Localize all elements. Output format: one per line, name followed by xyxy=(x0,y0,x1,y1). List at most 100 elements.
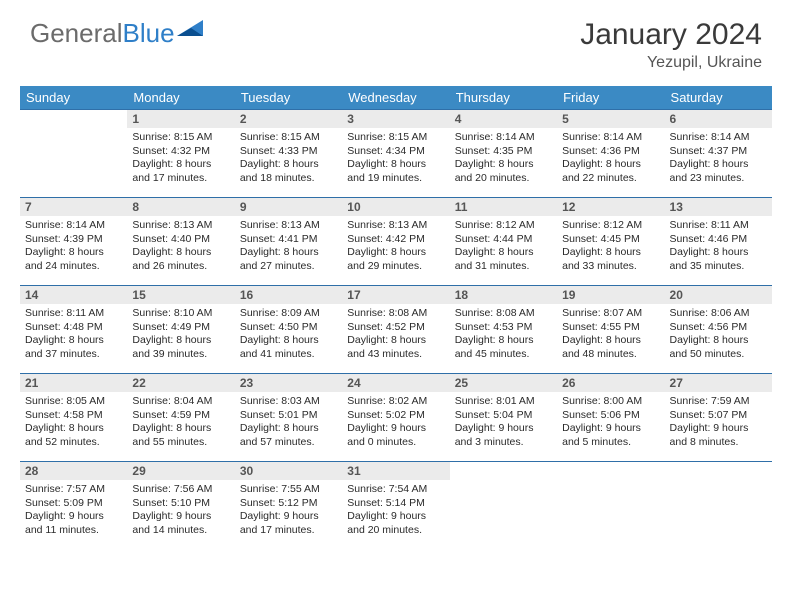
calendar-cell: 18Sunrise: 8:08 AMSunset: 4:53 PMDayligh… xyxy=(450,286,557,374)
day-details: Sunrise: 7:54 AMSunset: 5:14 PMDaylight:… xyxy=(342,480,449,542)
calendar-row: ..1Sunrise: 8:15 AMSunset: 4:32 PMDaylig… xyxy=(20,110,772,198)
calendar-cell: 27Sunrise: 7:59 AMSunset: 5:07 PMDayligh… xyxy=(665,374,772,462)
calendar-cell: 31Sunrise: 7:54 AMSunset: 5:14 PMDayligh… xyxy=(342,462,449,550)
day-details: Sunrise: 8:11 AMSunset: 4:48 PMDaylight:… xyxy=(20,304,127,366)
weekday-header: Thursday xyxy=(450,86,557,110)
day-details: Sunrise: 8:00 AMSunset: 5:06 PMDaylight:… xyxy=(557,392,664,454)
day-details: Sunrise: 8:13 AMSunset: 4:41 PMDaylight:… xyxy=(235,216,342,278)
day-number: 12 xyxy=(557,198,664,216)
day-number: 19 xyxy=(557,286,664,304)
weekday-header: Friday xyxy=(557,86,664,110)
day-details: Sunrise: 8:10 AMSunset: 4:49 PMDaylight:… xyxy=(127,304,234,366)
day-number: 23 xyxy=(235,374,342,392)
day-details: Sunrise: 7:59 AMSunset: 5:07 PMDaylight:… xyxy=(665,392,772,454)
calendar-cell: 5Sunrise: 8:14 AMSunset: 4:36 PMDaylight… xyxy=(557,110,664,198)
day-number: 18 xyxy=(450,286,557,304)
calendar-row: 21Sunrise: 8:05 AMSunset: 4:58 PMDayligh… xyxy=(20,374,772,462)
day-details: Sunrise: 8:03 AMSunset: 5:01 PMDaylight:… xyxy=(235,392,342,454)
weekday-header: Tuesday xyxy=(235,86,342,110)
day-details: Sunrise: 8:14 AMSunset: 4:39 PMDaylight:… xyxy=(20,216,127,278)
day-details: Sunrise: 8:12 AMSunset: 4:44 PMDaylight:… xyxy=(450,216,557,278)
calendar-cell: 6Sunrise: 8:14 AMSunset: 4:37 PMDaylight… xyxy=(665,110,772,198)
calendar-cell: .. xyxy=(450,462,557,550)
calendar-cell: 19Sunrise: 8:07 AMSunset: 4:55 PMDayligh… xyxy=(557,286,664,374)
day-details: Sunrise: 8:06 AMSunset: 4:56 PMDaylight:… xyxy=(665,304,772,366)
day-details: Sunrise: 7:57 AMSunset: 5:09 PMDaylight:… xyxy=(20,480,127,542)
calendar-table: SundayMondayTuesdayWednesdayThursdayFrid… xyxy=(20,86,772,550)
brand-logo: GeneralBlue xyxy=(30,18,205,49)
brand-part2: Blue xyxy=(123,18,175,48)
day-details: Sunrise: 8:05 AMSunset: 4:58 PMDaylight:… xyxy=(20,392,127,454)
weekday-header: Sunday xyxy=(20,86,127,110)
calendar-cell: 13Sunrise: 8:11 AMSunset: 4:46 PMDayligh… xyxy=(665,198,772,286)
calendar-cell: 3Sunrise: 8:15 AMSunset: 4:34 PMDaylight… xyxy=(342,110,449,198)
title-block: January 2024 Yezupil, Ukraine xyxy=(580,18,762,72)
day-details: Sunrise: 8:14 AMSunset: 4:35 PMDaylight:… xyxy=(450,128,557,190)
calendar-cell: 21Sunrise: 8:05 AMSunset: 4:58 PMDayligh… xyxy=(20,374,127,462)
calendar-cell: 9Sunrise: 8:13 AMSunset: 4:41 PMDaylight… xyxy=(235,198,342,286)
brand-text: GeneralBlue xyxy=(30,18,175,49)
day-number: 13 xyxy=(665,198,772,216)
calendar-cell: 7Sunrise: 8:14 AMSunset: 4:39 PMDaylight… xyxy=(20,198,127,286)
day-number: 28 xyxy=(20,462,127,480)
calendar-cell: 26Sunrise: 8:00 AMSunset: 5:06 PMDayligh… xyxy=(557,374,664,462)
calendar-cell: 14Sunrise: 8:11 AMSunset: 4:48 PMDayligh… xyxy=(20,286,127,374)
calendar-cell: 8Sunrise: 8:13 AMSunset: 4:40 PMDaylight… xyxy=(127,198,234,286)
month-title: January 2024 xyxy=(580,18,762,52)
day-details: Sunrise: 8:09 AMSunset: 4:50 PMDaylight:… xyxy=(235,304,342,366)
day-number: 27 xyxy=(665,374,772,392)
day-details: Sunrise: 8:15 AMSunset: 4:32 PMDaylight:… xyxy=(127,128,234,190)
brand-part1: General xyxy=(30,18,123,48)
day-number: 21 xyxy=(20,374,127,392)
day-details: Sunrise: 8:15 AMSunset: 4:34 PMDaylight:… xyxy=(342,128,449,190)
calendar-cell: 24Sunrise: 8:02 AMSunset: 5:02 PMDayligh… xyxy=(342,374,449,462)
day-number: 11 xyxy=(450,198,557,216)
day-details: Sunrise: 8:14 AMSunset: 4:36 PMDaylight:… xyxy=(557,128,664,190)
calendar-cell: .. xyxy=(665,462,772,550)
calendar-cell: 11Sunrise: 8:12 AMSunset: 4:44 PMDayligh… xyxy=(450,198,557,286)
day-details: Sunrise: 8:12 AMSunset: 4:45 PMDaylight:… xyxy=(557,216,664,278)
day-number: 10 xyxy=(342,198,449,216)
day-details: Sunrise: 7:55 AMSunset: 5:12 PMDaylight:… xyxy=(235,480,342,542)
day-number: 26 xyxy=(557,374,664,392)
calendar-cell: 20Sunrise: 8:06 AMSunset: 4:56 PMDayligh… xyxy=(665,286,772,374)
day-number: 14 xyxy=(20,286,127,304)
day-number: 25 xyxy=(450,374,557,392)
day-details: Sunrise: 8:08 AMSunset: 4:53 PMDaylight:… xyxy=(450,304,557,366)
calendar-cell: 4Sunrise: 8:14 AMSunset: 4:35 PMDaylight… xyxy=(450,110,557,198)
calendar-cell: .. xyxy=(557,462,664,550)
page-header: GeneralBlue January 2024 Yezupil, Ukrain… xyxy=(0,0,792,80)
calendar-cell: 23Sunrise: 8:03 AMSunset: 5:01 PMDayligh… xyxy=(235,374,342,462)
day-details: Sunrise: 8:13 AMSunset: 4:40 PMDaylight:… xyxy=(127,216,234,278)
day-number: 2 xyxy=(235,110,342,128)
calendar-cell: 30Sunrise: 7:55 AMSunset: 5:12 PMDayligh… xyxy=(235,462,342,550)
calendar-cell: 25Sunrise: 8:01 AMSunset: 5:04 PMDayligh… xyxy=(450,374,557,462)
day-details: Sunrise: 8:15 AMSunset: 4:33 PMDaylight:… xyxy=(235,128,342,190)
calendar-row: 7Sunrise: 8:14 AMSunset: 4:39 PMDaylight… xyxy=(20,198,772,286)
day-number: 4 xyxy=(450,110,557,128)
day-details: Sunrise: 8:11 AMSunset: 4:46 PMDaylight:… xyxy=(665,216,772,278)
calendar-cell: 22Sunrise: 8:04 AMSunset: 4:59 PMDayligh… xyxy=(127,374,234,462)
calendar-cell: 28Sunrise: 7:57 AMSunset: 5:09 PMDayligh… xyxy=(20,462,127,550)
calendar-cell: 29Sunrise: 7:56 AMSunset: 5:10 PMDayligh… xyxy=(127,462,234,550)
day-number: 5 xyxy=(557,110,664,128)
weekday-header-row: SundayMondayTuesdayWednesdayThursdayFrid… xyxy=(20,86,772,110)
weekday-header: Saturday xyxy=(665,86,772,110)
calendar-cell: 17Sunrise: 8:08 AMSunset: 4:52 PMDayligh… xyxy=(342,286,449,374)
day-number: 1 xyxy=(127,110,234,128)
day-number: 8 xyxy=(127,198,234,216)
weekday-header: Wednesday xyxy=(342,86,449,110)
calendar-cell: 16Sunrise: 8:09 AMSunset: 4:50 PMDayligh… xyxy=(235,286,342,374)
location-label: Yezupil, Ukraine xyxy=(580,54,762,72)
day-number: 31 xyxy=(342,462,449,480)
day-number: 29 xyxy=(127,462,234,480)
day-number: 16 xyxy=(235,286,342,304)
day-details: Sunrise: 8:02 AMSunset: 5:02 PMDaylight:… xyxy=(342,392,449,454)
calendar-row: 14Sunrise: 8:11 AMSunset: 4:48 PMDayligh… xyxy=(20,286,772,374)
calendar-cell: .. xyxy=(20,110,127,198)
calendar-cell: 2Sunrise: 8:15 AMSunset: 4:33 PMDaylight… xyxy=(235,110,342,198)
day-number: 17 xyxy=(342,286,449,304)
day-number: 24 xyxy=(342,374,449,392)
calendar-cell: 10Sunrise: 8:13 AMSunset: 4:42 PMDayligh… xyxy=(342,198,449,286)
day-details: Sunrise: 8:01 AMSunset: 5:04 PMDaylight:… xyxy=(450,392,557,454)
